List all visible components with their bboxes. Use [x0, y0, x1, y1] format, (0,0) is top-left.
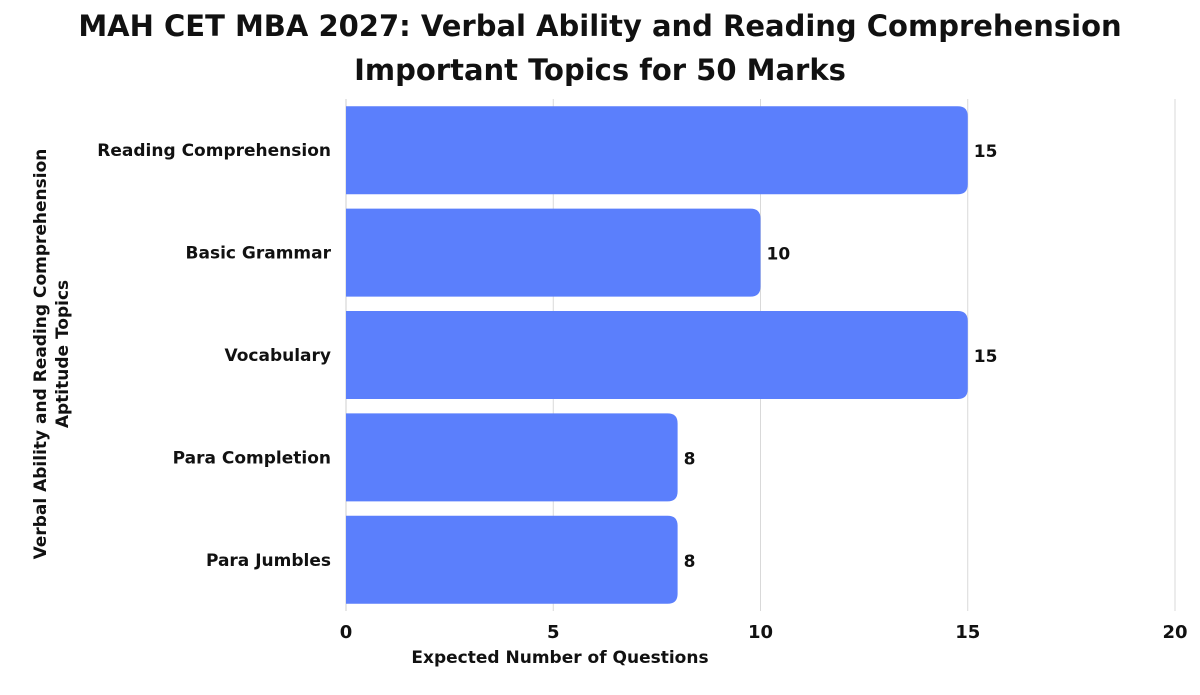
x-tick-label: 10	[748, 622, 773, 643]
x-tick-label: 0	[340, 622, 353, 643]
data-label: 15	[974, 347, 998, 367]
bars	[346, 106, 968, 604]
bar-reading-comprehension	[346, 106, 968, 195]
data-label: 8	[684, 449, 696, 469]
bar-para-jumbles	[346, 515, 678, 604]
bar-para-completion	[346, 413, 678, 502]
x-axis-label: Expected Number of Questions	[411, 648, 709, 668]
labels: 0 5 10 15 20 Reading Comprehension 15 Basic Gra…	[97, 141, 1187, 643]
x-tick-label: 20	[1162, 622, 1187, 643]
y-tick-label: Para Jumbles	[206, 551, 331, 571]
x-tick-label: 15	[955, 622, 980, 643]
bar-basic-grammar	[346, 208, 761, 297]
bar-vocabulary	[346, 311, 968, 399]
y-tick-label: Vocabulary	[225, 346, 332, 366]
data-label: 10	[767, 245, 791, 265]
y-tick-label: Basic Grammar	[186, 244, 332, 264]
y-tick-label: Reading Comprehension	[97, 141, 331, 161]
data-label: 15	[974, 142, 998, 162]
y-tick-label: Para Completion	[173, 448, 331, 468]
chart-title: MAH CET MBA 2027: Verbal Ability and Rea…	[78, 9, 1122, 87]
data-label: 8	[684, 552, 696, 572]
x-tick-label: 5	[547, 622, 560, 643]
